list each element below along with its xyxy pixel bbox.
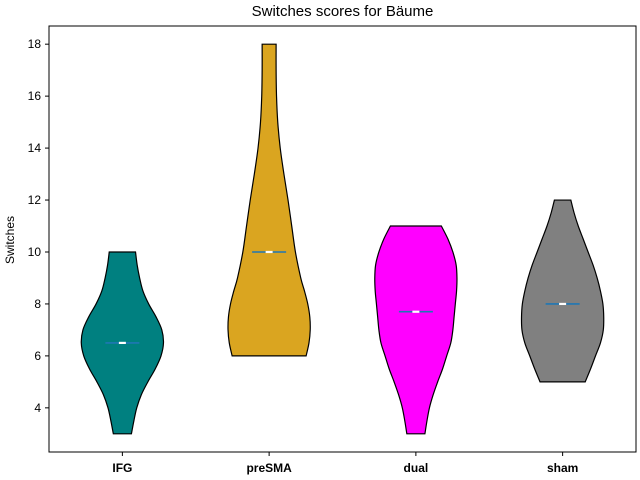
- violin-dual: [374, 225, 458, 435]
- x-tick-label: IFG: [112, 461, 132, 475]
- y-tick-label: 8: [34, 297, 41, 311]
- y-tick-label: 4: [34, 401, 41, 415]
- chart-title: Switches scores for Bäume: [252, 3, 434, 20]
- y-tick-label: 6: [34, 349, 41, 363]
- y-tick-label: 14: [28, 141, 42, 155]
- y-axis: 4 6 8 10 12 14 16 18: [28, 37, 49, 415]
- x-tick-label: dual: [404, 461, 429, 475]
- y-tick-label: 16: [28, 89, 42, 103]
- violins-layer: [80, 43, 605, 435]
- violin-presma: [227, 43, 311, 357]
- violin-sham: [520, 199, 605, 383]
- y-tick-label: 12: [28, 193, 42, 207]
- x-tick-label: preSMA: [246, 461, 292, 475]
- y-tick-label: 10: [28, 245, 42, 259]
- x-axis: IFG preSMA dual sham: [112, 452, 578, 475]
- x-tick-label: sham: [547, 461, 578, 475]
- plot-frame: [48, 25, 637, 453]
- y-axis-label: Switches: [3, 216, 17, 264]
- y-tick-label: 18: [28, 37, 42, 51]
